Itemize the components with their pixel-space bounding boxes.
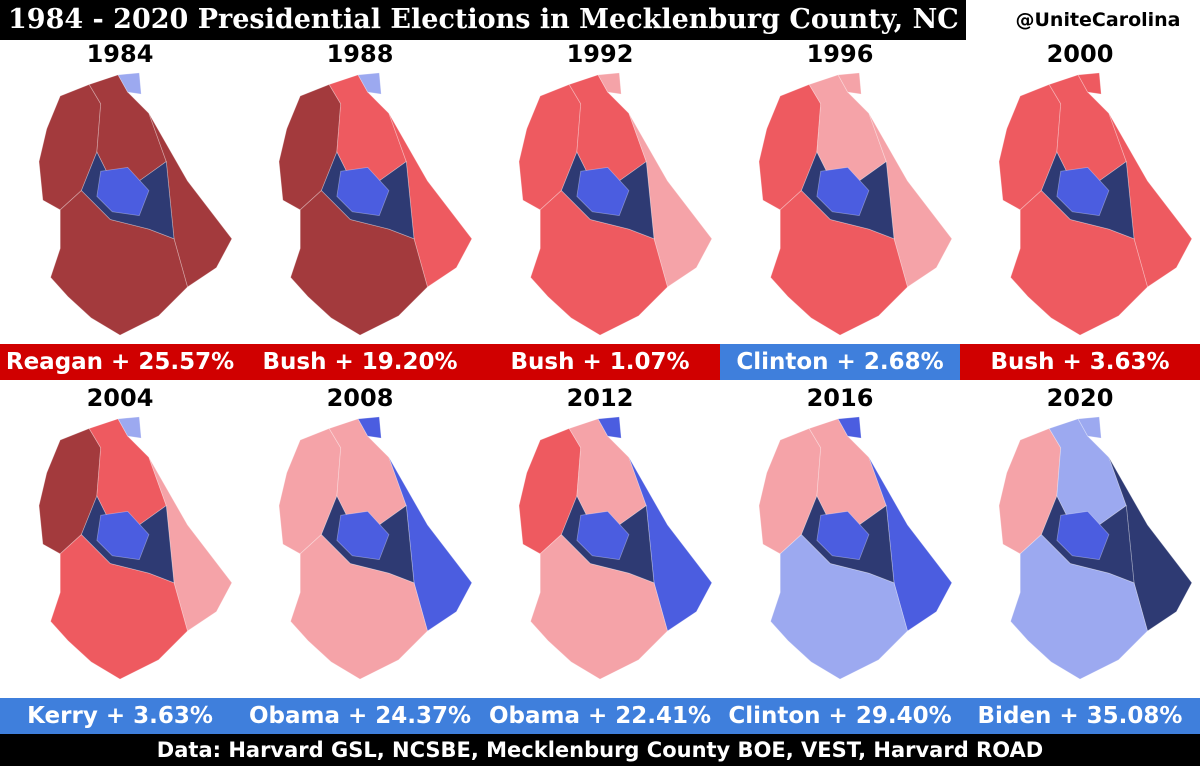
county-map: [278, 416, 473, 680]
region-northtip: [837, 416, 862, 439]
region-inner: [336, 166, 390, 217]
county-map: [278, 72, 473, 336]
region-inner: [1056, 510, 1110, 561]
region-northtip: [1077, 416, 1102, 439]
county-map: [38, 72, 233, 336]
region-northtip: [357, 72, 382, 95]
year-label: 1984: [86, 40, 154, 68]
region-northtip: [1077, 72, 1102, 95]
result-banner-1996: Clinton + 2.68%: [720, 344, 960, 380]
region-inner: [816, 510, 870, 561]
region-inner: [96, 166, 150, 217]
region-northtip: [357, 416, 382, 439]
region-northtip: [837, 72, 862, 95]
year-label: 1988: [326, 40, 394, 68]
year-label: 2016: [806, 384, 874, 412]
region-inner: [1056, 166, 1110, 217]
region-northtip: [117, 416, 142, 439]
region-northtip: [117, 72, 142, 95]
result-banner-2012: Obama + 22.41%: [480, 698, 720, 734]
year-label: 2012: [566, 384, 634, 412]
county-map: [38, 416, 233, 680]
year-label: 2020: [1046, 384, 1114, 412]
result-banner-2016: Clinton + 29.40%: [720, 698, 960, 734]
year-label: 1992: [566, 40, 634, 68]
county-map: [758, 416, 953, 680]
result-banner-2008: Obama + 24.37%: [240, 698, 480, 734]
result-banner-1984: Reagan + 25.57%: [0, 344, 240, 380]
region-northtip: [597, 416, 622, 439]
result-banner-2020: Biden + 35.08%: [960, 698, 1200, 734]
county-map: [758, 72, 953, 336]
result-banner-2000: Bush + 3.63%: [960, 344, 1200, 380]
county-map: [518, 72, 713, 336]
year-label: 1996: [806, 40, 874, 68]
region-inner: [96, 510, 150, 561]
region-inner: [816, 166, 870, 217]
page-title: 1984 - 2020 Presidential Elections in Me…: [0, 0, 966, 40]
county-map: [518, 416, 713, 680]
region-inner: [576, 510, 630, 561]
county-map: [998, 416, 1193, 680]
region-inner: [336, 510, 390, 561]
result-banner-2004: Kerry + 3.63%: [0, 698, 240, 734]
region-northtip: [597, 72, 622, 95]
author-handle: @UniteCarolina: [1015, 9, 1181, 31]
county-map: [998, 72, 1193, 336]
year-label: 2004: [86, 384, 154, 412]
year-label: 2000: [1046, 40, 1114, 68]
result-banner-1988: Bush + 19.20%: [240, 344, 480, 380]
year-label: 2008: [326, 384, 394, 412]
result-banner-1992: Bush + 1.07%: [480, 344, 720, 380]
region-inner: [576, 166, 630, 217]
data-source-footer: Data: Harvard GSL, NCSBE, Mecklenburg Co…: [0, 734, 1200, 766]
